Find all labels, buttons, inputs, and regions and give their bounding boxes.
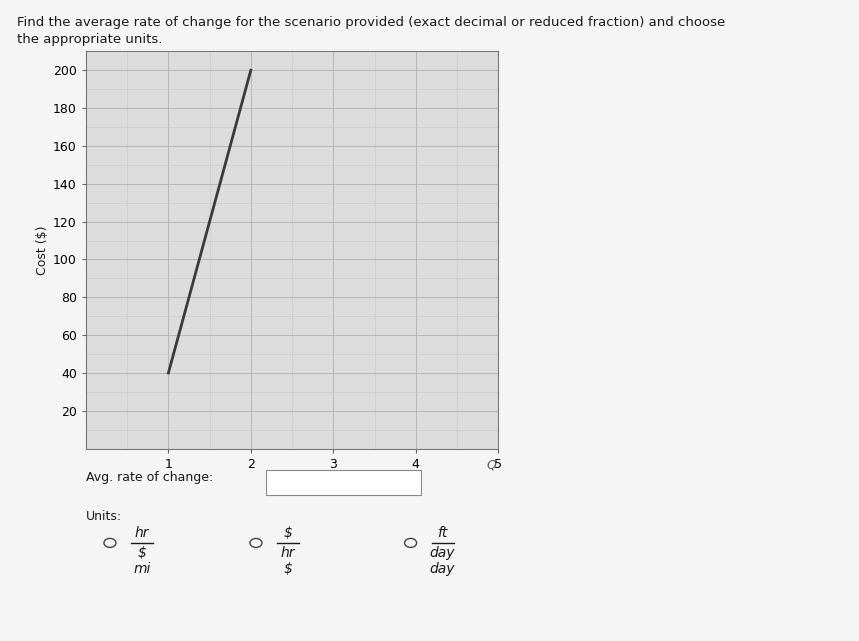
Text: Find the average rate of change for the scenario provided (exact decimal or redu: Find the average rate of change for the …: [17, 16, 726, 29]
Text: hr: hr: [281, 545, 295, 560]
Text: Units:: Units:: [86, 510, 122, 522]
Text: $: $: [283, 526, 292, 540]
Text: ft: ft: [437, 526, 448, 540]
Y-axis label: Cost ($): Cost ($): [36, 225, 49, 275]
Text: mi: mi: [133, 562, 150, 576]
Text: $: $: [283, 562, 292, 576]
Text: day: day: [430, 545, 455, 560]
Text: Avg. rate of change:: Avg. rate of change:: [86, 471, 213, 484]
Text: day: day: [430, 562, 455, 576]
Text: the appropriate units.: the appropriate units.: [17, 33, 162, 46]
Text: Q: Q: [486, 458, 497, 471]
Text: hr: hr: [135, 526, 149, 540]
Text: $: $: [137, 545, 146, 560]
X-axis label: Days: Days: [277, 475, 308, 488]
